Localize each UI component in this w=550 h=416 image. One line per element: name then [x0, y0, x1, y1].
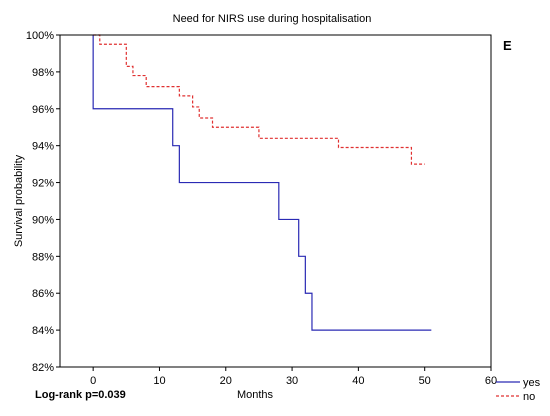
y-tick-label: 92%	[32, 178, 54, 190]
series-line-no	[93, 34, 425, 165]
x-tick-label: 20	[220, 375, 232, 387]
x-tick-label: 60	[485, 375, 497, 387]
y-tick-label: 94%	[32, 141, 54, 153]
axis-layer: 82% 84% 86% 88% 90% 92% 94% 96% 98% 100% 0 10 20 30 40…	[26, 30, 497, 387]
legend-label-no: no	[523, 391, 535, 403]
y-tick-label: 100%	[26, 30, 54, 42]
x-tick-label: 10	[153, 375, 165, 387]
y-tick-label: 84%	[32, 325, 54, 337]
x-tick-label: 50	[419, 375, 431, 387]
y-tick-label: 90%	[32, 214, 54, 226]
series-line-yes	[92, 35, 432, 331]
y-tick-label: 98%	[32, 67, 54, 79]
x-tick-label: 0	[90, 375, 96, 387]
x-axis-title: Months	[237, 389, 274, 401]
logrank-annotation: Log-rank p=0.039	[35, 389, 126, 401]
legend-label-yes: yes	[523, 377, 541, 389]
x-tick-label: 40	[352, 375, 364, 387]
y-axis-title: Survival probability	[13, 154, 25, 247]
x-tick-label: 30	[286, 375, 298, 387]
panel-letter: E	[503, 38, 512, 53]
plot-frame	[59, 34, 492, 368]
plot-layer	[92, 34, 432, 331]
y-tick-label: 82%	[32, 362, 54, 374]
y-tick-label: 88%	[32, 251, 54, 263]
y-tick-label: 96%	[32, 104, 54, 116]
legend: yes no	[496, 377, 541, 403]
chart-title: Need for NIRS use during hospitalisation	[173, 13, 372, 25]
y-tick-label: 86%	[32, 288, 54, 300]
